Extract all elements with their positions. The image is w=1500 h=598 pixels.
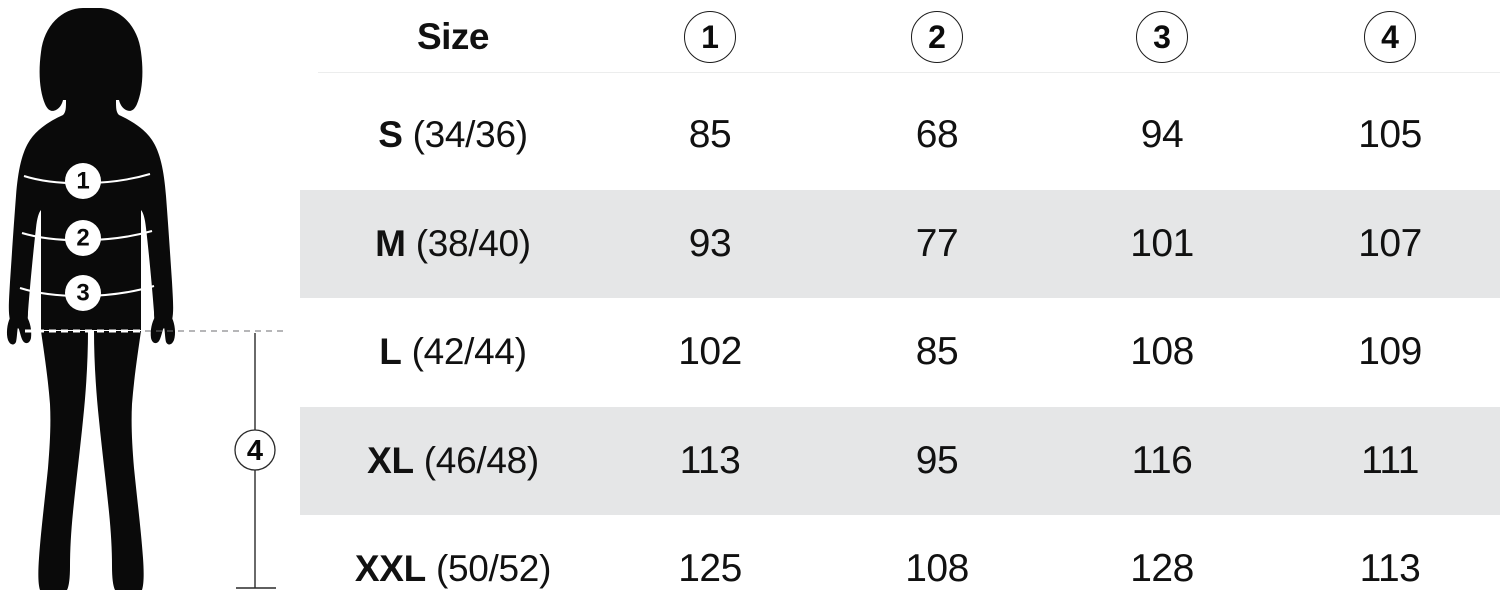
- size-label-cell: S (34/36): [300, 114, 606, 156]
- column-header-size: Size: [416, 15, 490, 57]
- size-code: XL: [367, 440, 414, 481]
- measure-value-1: 93: [688, 222, 732, 265]
- measure-value-4: 107: [1358, 222, 1422, 265]
- measure-value-4: 113: [1359, 547, 1421, 590]
- size-eu: (42/44): [411, 331, 527, 372]
- marker-2-label: 2: [76, 225, 89, 252]
- column-header-3: 3: [1086, 10, 1238, 63]
- column-header-2: 2: [861, 10, 1013, 63]
- table-row: XXL (50/52) 125 108 128 113: [300, 515, 1500, 598]
- size-eu: (34/36): [412, 114, 528, 155]
- marker-1-bust: 1: [65, 163, 101, 199]
- circle-number-2-icon: 2: [911, 10, 963, 63]
- table-row: M (38/40) 93 77 101 107: [300, 190, 1500, 298]
- column-header-1: 1: [634, 10, 786, 63]
- column-header-4: 4: [1314, 10, 1466, 63]
- marker-2-waist: 2: [65, 220, 101, 256]
- measure-value-3: 101: [1130, 222, 1194, 265]
- table-header-row: Size 1 2 3 4: [300, 0, 1500, 73]
- size-code: M: [375, 223, 406, 264]
- circle-number-1-icon: 1: [684, 10, 736, 63]
- marker-1-label: 1: [76, 168, 89, 195]
- size-code: XXL: [354, 548, 426, 589]
- measure-value-3: 116: [1131, 439, 1193, 482]
- circle-number-3-icon: 3: [1136, 10, 1188, 63]
- marker-3-label: 3: [76, 280, 89, 307]
- measure-value-3: 108: [1130, 330, 1194, 373]
- measure-value-2: 108: [905, 547, 969, 590]
- measure-value-3: 94: [1140, 113, 1184, 156]
- size-label-cell: M (38/40): [300, 223, 606, 265]
- measure-value-1: 102: [678, 330, 742, 373]
- size-code: S: [378, 114, 403, 155]
- measure-value-1: 113: [679, 439, 741, 482]
- size-eu: (50/52): [435, 548, 552, 589]
- circle-number-4-icon: 4: [1364, 10, 1416, 63]
- table-row: L (42/44) 102 85 108 109: [300, 298, 1500, 406]
- size-eu: (38/40): [415, 223, 531, 264]
- measure-value-2: 77: [915, 222, 959, 265]
- size-label-cell: L (42/44): [300, 331, 606, 373]
- measure-value-2: 68: [915, 113, 959, 156]
- marker-3-hip: 3: [65, 275, 101, 311]
- body-silhouette-figure: 1 2 3 4: [0, 0, 300, 598]
- measure-value-4: 105: [1358, 113, 1422, 156]
- table-row: XL (46/48) 113 95 116 111: [300, 407, 1500, 515]
- measure-value-1: 85: [688, 113, 732, 156]
- size-code: L: [379, 331, 402, 372]
- marker-4-leg-length: 4: [234, 429, 276, 471]
- size-eu: (46/48): [423, 440, 539, 481]
- measure-value-4: 109: [1358, 330, 1422, 373]
- header-separator-rule: [318, 72, 1500, 73]
- marker-4-label: 4: [247, 435, 263, 467]
- table-row: S (34/36) 85 68 94 105: [300, 81, 1500, 189]
- measure-value-2: 95: [915, 439, 959, 482]
- size-label-cell: XXL (50/52): [300, 548, 606, 590]
- size-table: Size 1 2 3 4 S (34/36) 85 68 94 105: [300, 0, 1500, 598]
- body-silhouette-svg: 1 2 3 4: [6, 8, 287, 590]
- measure-value-1: 125: [678, 547, 742, 590]
- size-label-cell: XL (46/48): [300, 440, 606, 482]
- measure-value-3: 128: [1130, 547, 1194, 590]
- measure-value-2: 85: [915, 330, 959, 373]
- measure-value-4: 111: [1361, 439, 1419, 482]
